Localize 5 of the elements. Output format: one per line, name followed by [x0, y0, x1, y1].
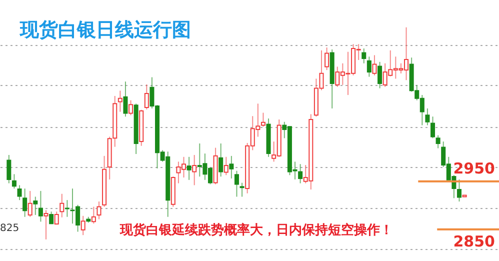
text: 现货白银日线运行图 — [19, 19, 191, 41]
annotation: 825 — [0, 223, 20, 234]
annotation: 现货白银延续跌势概率大，日内保持短空操作！ — [119, 222, 393, 238]
ref-line-label: 2950 — [453, 159, 495, 178]
ref-line-label: 2850 — [453, 232, 495, 250]
